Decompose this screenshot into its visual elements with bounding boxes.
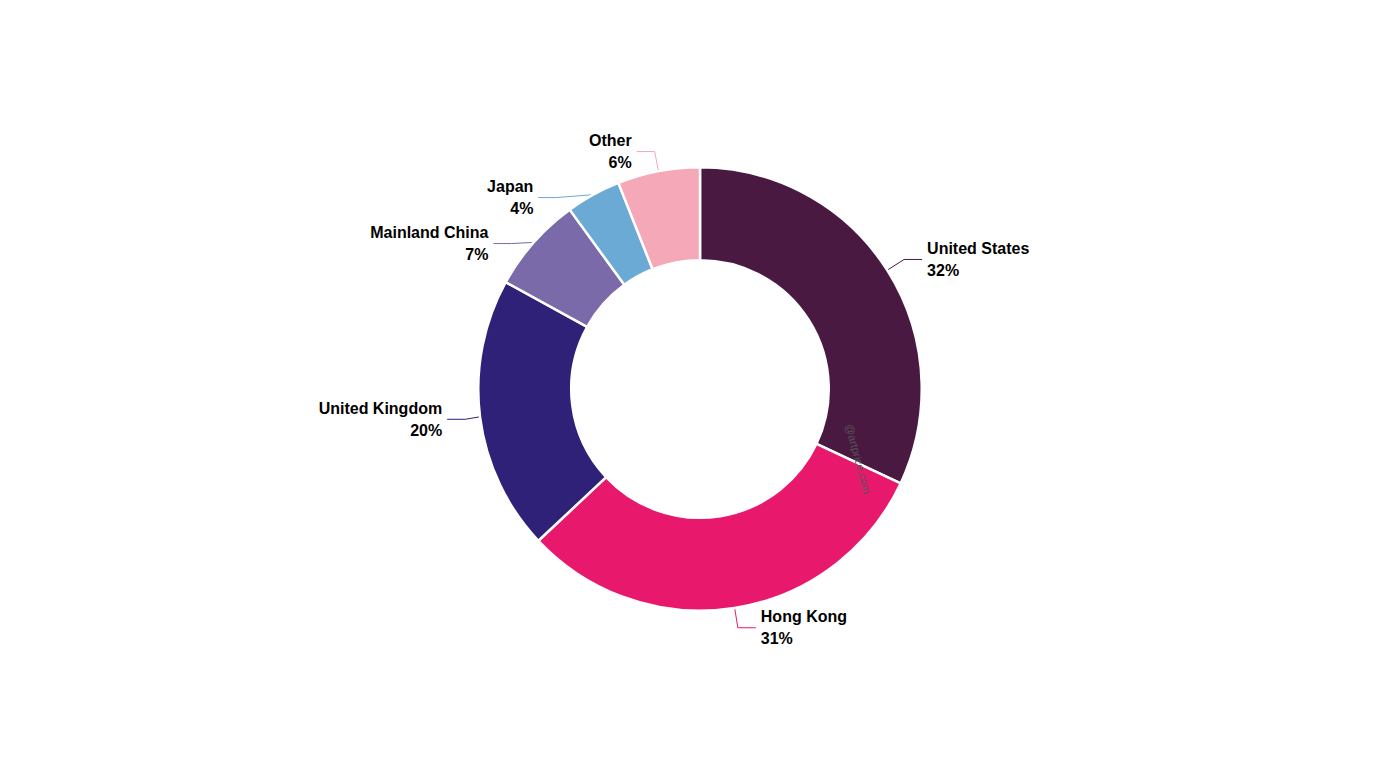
svg-text:Japan: Japan	[487, 178, 533, 195]
svg-text:6%: 6%	[609, 154, 632, 171]
svg-text:31%: 31%	[761, 630, 793, 647]
svg-text:United Kingdom: United Kingdom	[319, 400, 443, 417]
svg-text:United States: United States	[927, 240, 1029, 257]
svg-text:Other: Other	[589, 132, 632, 149]
svg-text:7%: 7%	[465, 246, 488, 263]
svg-text:4%: 4%	[510, 200, 533, 217]
svg-text:32%: 32%	[927, 262, 959, 279]
svg-text:@artprice.com: @artprice.com	[843, 423, 873, 495]
svg-text:Hong Kong: Hong Kong	[761, 608, 847, 625]
svg-text:Mainland China: Mainland China	[370, 224, 488, 241]
svg-text:20%: 20%	[410, 422, 442, 439]
